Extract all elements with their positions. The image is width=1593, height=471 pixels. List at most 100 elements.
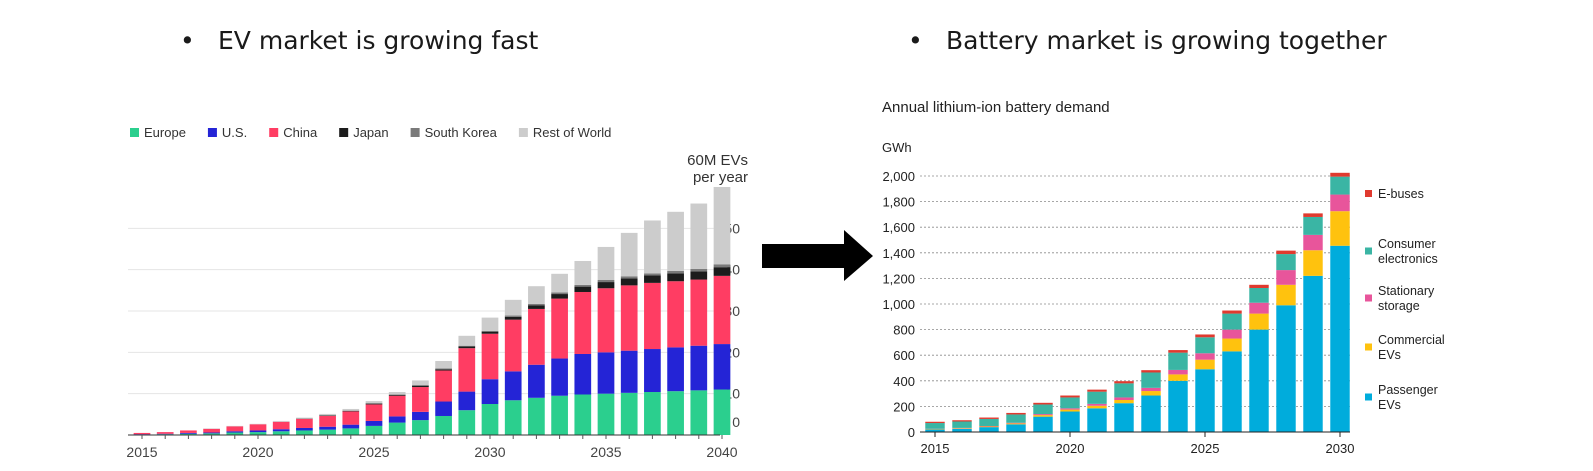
bar-japan-2038	[667, 273, 684, 281]
bar-rest-of-world-2029	[458, 336, 475, 346]
bullet-dot: •	[180, 26, 218, 55]
legend-swatch-rest-of-world	[519, 128, 528, 137]
y-tick-label: 1,400	[882, 246, 915, 261]
legend-label: South Korea	[425, 125, 498, 140]
bar-u-s--2019	[226, 431, 243, 432]
bar-u-s--2040	[714, 344, 731, 389]
legend-label: Rest of World	[533, 125, 612, 140]
bar-consumer-electronics-2030	[1330, 177, 1349, 195]
bar-europe-2027	[412, 420, 429, 435]
right-arrow-icon	[762, 230, 874, 287]
bar-e-buses-2028	[1276, 251, 1295, 254]
legend-swatch-passenger-evs	[1365, 394, 1372, 401]
bar-china-2022	[296, 419, 313, 428]
bar-u-s--2027	[412, 412, 429, 420]
bar-u-s--2023	[319, 427, 336, 430]
legend-swatch-china	[269, 128, 278, 137]
bar-rest-of-world-2027	[412, 380, 429, 385]
bar-u-s--2035	[598, 352, 615, 393]
bar-rest-of-world-2036	[621, 233, 638, 276]
bar-south-korea-2040	[714, 264, 731, 267]
bar-rest-of-world-2030	[482, 318, 499, 331]
bar-consumer-electronics-2015	[925, 423, 944, 429]
bar-rest-of-world-2032	[528, 286, 545, 304]
legend-swatch-south-korea	[411, 128, 420, 137]
bar-rest-of-world-2022	[296, 418, 313, 419]
bar-europe-2039	[690, 390, 707, 435]
legend-swatch-e-buses	[1365, 190, 1372, 197]
legend-swatch-commercial-evs	[1365, 344, 1372, 351]
bar-passenger-evs-2025	[1195, 369, 1214, 432]
bar-japan-2037	[644, 275, 661, 282]
x-tick-label: 2015	[126, 444, 157, 460]
bar-china-2019	[226, 426, 243, 431]
bar-japan-2034	[574, 287, 591, 292]
bar-passenger-evs-2030	[1330, 246, 1349, 432]
bar-china-2028	[435, 371, 452, 402]
chart-title: Annual lithium-ion battery demand	[882, 99, 1110, 116]
bar-commercial-evs-2017	[979, 426, 998, 427]
bar-passenger-evs-2027	[1249, 330, 1268, 432]
bar-south-korea-2030	[482, 331, 499, 332]
bar-consumer-electronics-2026	[1222, 314, 1241, 330]
chart-annotation: 60M EVs	[687, 152, 748, 169]
y-axis-unit: GWh	[882, 140, 912, 155]
bar-stationary-storage-2019	[1033, 414, 1052, 415]
legend-swatch-consumer-electronics	[1365, 248, 1372, 255]
bar-china-2039	[690, 280, 707, 346]
x-tick-label: 2015	[921, 441, 950, 456]
legend-label: electronics	[1378, 252, 1438, 266]
bar-e-buses-2023	[1141, 370, 1160, 372]
bar-japan-2031	[505, 317, 522, 320]
bar-u-s--2024	[342, 425, 359, 429]
bar-commercial-evs-2025	[1195, 360, 1214, 370]
bar-stationary-storage-2018	[1006, 423, 1025, 424]
bar-china-2037	[644, 283, 661, 349]
bar-china-2026	[389, 396, 406, 417]
bar-e-buses-2026	[1222, 311, 1241, 314]
bar-consumer-electronics-2021	[1087, 392, 1106, 404]
legend-swatch-europe	[130, 128, 139, 137]
bar-europe-2037	[644, 392, 661, 435]
bar-u-s--2029	[458, 392, 475, 411]
bar-passenger-evs-2026	[1222, 351, 1241, 432]
bar-japan-2035	[598, 282, 615, 288]
y-tick-label: 400	[893, 374, 915, 389]
bar-passenger-evs-2023	[1141, 396, 1160, 432]
bar-stationary-storage-2026	[1222, 330, 1241, 339]
bar-south-korea-2038	[667, 271, 684, 273]
bar-japan-2030	[482, 332, 499, 334]
bar-u-s--2018	[203, 433, 220, 434]
bar-china-2015	[134, 433, 151, 434]
y-tick-label: 1,000	[882, 297, 915, 312]
bar-china-2029	[458, 348, 475, 391]
bar-stationary-storage-2021	[1087, 404, 1106, 406]
bar-china-2023	[319, 416, 336, 427]
bar-stationary-storage-2017	[979, 426, 998, 427]
bar-china-2031	[505, 320, 522, 372]
bar-europe-2032	[528, 398, 545, 435]
bar-stationary-storage-2027	[1249, 303, 1268, 314]
bar-e-buses-2030	[1330, 173, 1349, 177]
y-tick-label: 1,800	[882, 195, 915, 210]
bar-u-s--2025	[366, 421, 383, 426]
right-heading: •Battery market is growing together	[908, 26, 1387, 55]
bar-rest-of-world-2028	[435, 361, 452, 368]
bar-e-buses-2019	[1033, 403, 1052, 405]
bar-consumer-electronics-2016	[952, 422, 971, 428]
bar-e-buses-2018	[1006, 413, 1025, 415]
legend-label: Passenger	[1378, 383, 1438, 397]
legend-label: EVs	[1378, 348, 1401, 362]
bar-e-buses-2029	[1303, 213, 1322, 217]
bar-e-buses-2017	[979, 418, 998, 419]
bar-stationary-storage-2022	[1114, 397, 1133, 400]
chart-annotation: per year	[693, 169, 748, 186]
battery-demand-chart-svg: Annual lithium-ion battery demandGWh0200…	[875, 92, 1475, 462]
bar-south-korea-2027	[412, 385, 429, 386]
bar-south-korea-2033	[551, 292, 568, 294]
bar-consumer-electronics-2025	[1195, 337, 1214, 353]
legend-label: storage	[1378, 299, 1420, 313]
bar-passenger-evs-2020	[1060, 412, 1079, 432]
x-tick-label: 2030	[474, 444, 505, 460]
bar-passenger-evs-2021	[1087, 408, 1106, 432]
